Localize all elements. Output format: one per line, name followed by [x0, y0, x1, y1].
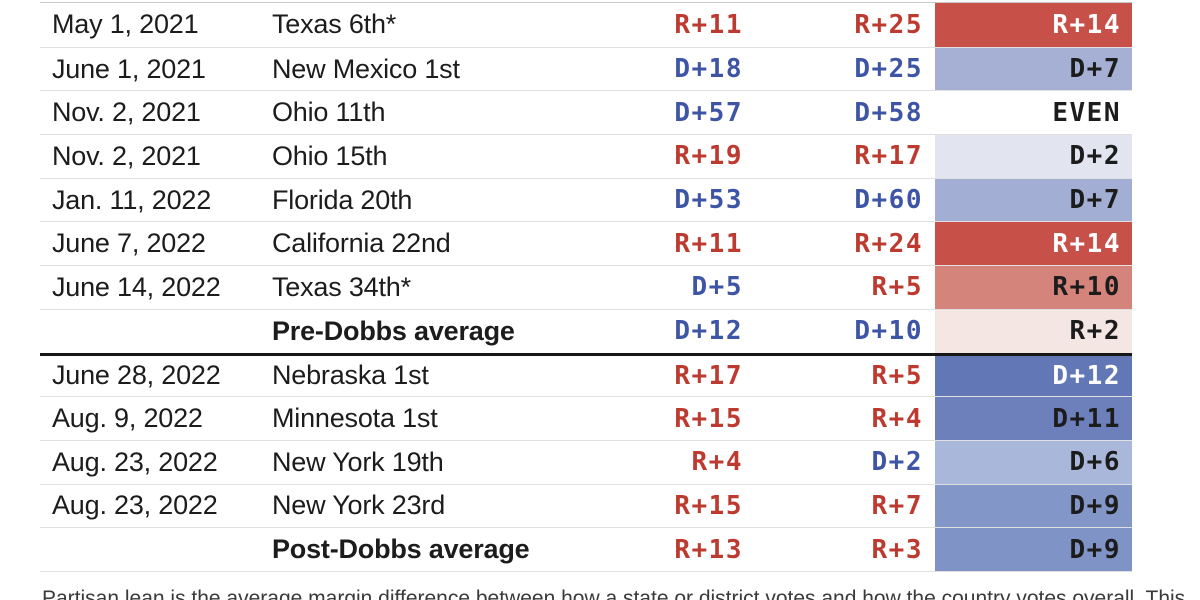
table-row: Nov. 2, 2021 Ohio 15th R+19 R+17 D+2 [40, 134, 1132, 178]
district-cell: Ohio 11th [272, 97, 386, 128]
margin1-cell: R+11 [674, 228, 743, 259]
column-gap [923, 178, 935, 222]
date-cell: Nov. 2, 2021 [52, 97, 201, 128]
district-cell: Ohio 15th [272, 140, 388, 171]
swing-cell: R+14 [935, 222, 1132, 266]
table-row: Post-Dobbs average R+13 R+3 D+9 [40, 527, 1132, 571]
margin1-cell: R+19 [674, 141, 743, 172]
date-cell [40, 310, 272, 353]
column-gap [923, 266, 935, 309]
footnote: Partisan lean is the average margin diff… [42, 587, 1186, 600]
margin2-cell: R+3 [871, 534, 923, 565]
date-cell: June 7, 2022 [52, 228, 206, 259]
margin1-cell: R+4 [691, 447, 743, 478]
margin1-cell: R+11 [674, 9, 743, 40]
swing-cell: R+14 [935, 3, 1132, 47]
column-gap [923, 528, 935, 571]
table-row: June 1, 2021 New Mexico 1st D+18 D+25 D+7 [40, 46, 1132, 91]
column-gap [923, 484, 935, 528]
table-row: Aug. 23, 2022 New York 19th R+4 D+2 D+6 [40, 439, 1132, 484]
district-cell: New York 23rd [272, 490, 446, 521]
column-gap [923, 135, 935, 178]
margin2-cell: D+60 [854, 185, 923, 216]
swing-cell: R+10 [935, 266, 1132, 309]
district-cell: Pre-Dobbs average [272, 315, 515, 346]
date-cell: Aug. 9, 2022 [52, 403, 203, 434]
district-cell: Texas 6th* [272, 9, 397, 40]
margin1-cell: D+18 [674, 54, 743, 85]
column-gap [923, 3, 935, 47]
column-gap [923, 309, 935, 353]
margin1-cell: R+13 [674, 534, 743, 565]
swing-cell: EVEN [935, 91, 1132, 135]
swing-cell: D+7 [935, 178, 1132, 222]
swing-cell: D+9 [935, 484, 1132, 528]
margin2-cell: R+7 [871, 490, 923, 521]
margin1-cell: D+53 [674, 185, 743, 216]
table-row: June 28, 2022 Nebraska 1st R+17 R+5 D+12 [40, 352, 1132, 397]
column-gap [923, 91, 935, 135]
district-cell: New York 19th [272, 446, 444, 477]
table-row: Jan. 11, 2022 Florida 20th D+53 D+60 D+7 [40, 177, 1132, 222]
date-cell: Nov. 2, 2021 [52, 140, 201, 171]
swing-cell: D+11 [935, 397, 1132, 440]
district-cell: Texas 34th* [272, 271, 411, 302]
table-row: May 1, 2021 Texas 6th* R+11 R+25 R+14 [40, 3, 1132, 47]
district-cell: California 22nd [272, 228, 451, 259]
table-row: June 14, 2022 Texas 34th* D+5 R+5 R+10 [40, 265, 1132, 309]
date-cell [40, 528, 272, 571]
margin2-cell: R+17 [854, 141, 923, 172]
date-cell: May 1, 2021 [52, 9, 199, 40]
swing-cell: D+7 [935, 47, 1132, 91]
date-cell: June 28, 2022 [52, 360, 221, 391]
swing-cell: D+2 [935, 135, 1132, 178]
column-gap [923, 355, 935, 397]
district-cell: Florida 20th [272, 184, 413, 215]
margin1-cell: D+57 [674, 97, 743, 128]
margin2-cell: R+25 [854, 9, 923, 40]
date-cell: Aug. 23, 2022 [52, 446, 218, 477]
column-gap [923, 222, 935, 266]
column-gap [923, 397, 935, 440]
results-table-body: May 1, 2021 Texas 6th* R+11 R+25 R+14 June 1,… [40, 3, 1132, 571]
margin2-cell: D+58 [854, 97, 923, 128]
margin2-cell: D+10 [854, 316, 923, 347]
margin2-cell: R+24 [854, 228, 923, 259]
district-cell: Minnesota 1st [272, 403, 438, 434]
margin1-cell: D+5 [691, 272, 743, 303]
margin2-cell: R+4 [871, 403, 923, 434]
swing-cell: D+12 [935, 355, 1132, 397]
table-row: Pre-Dobbs average D+12 D+10 R+2 [40, 308, 1132, 353]
table-row: Nov. 2, 2021 Ohio 11th D+57 D+58 EVEN [40, 90, 1132, 135]
table-row: June 7, 2022 California 22nd R+11 R+24 R+14 [40, 221, 1132, 266]
margin2-cell: D+2 [871, 447, 923, 478]
district-cell: Nebraska 1st [272, 360, 429, 391]
margin1-cell: R+17 [674, 360, 743, 391]
table-row: Aug. 23, 2022 New York 23rd R+15 R+7 D+9 [40, 483, 1132, 528]
district-cell: New Mexico 1st [272, 53, 460, 84]
table-row: Aug. 9, 2022 Minnesota 1st R+15 R+4 D+11 [40, 396, 1132, 440]
swing-cell: R+2 [935, 309, 1132, 353]
margin1-cell: R+15 [674, 403, 743, 434]
margin2-cell: R+5 [871, 360, 923, 391]
date-cell: Jan. 11, 2022 [52, 184, 212, 215]
swing-cell: D+9 [935, 528, 1132, 571]
date-cell: Aug. 23, 2022 [52, 490, 218, 521]
results-table: May 1, 2021 Texas 6th* R+11 R+25 R+14 June 1,… [40, 2, 1132, 572]
margin2-cell: R+5 [871, 272, 923, 303]
margin1-cell: R+15 [674, 490, 743, 521]
column-gap [923, 440, 935, 484]
date-cell: June 14, 2022 [52, 271, 221, 302]
swing-cell: D+6 [935, 440, 1132, 484]
date-cell: June 1, 2021 [52, 53, 206, 84]
margin2-cell: D+25 [854, 54, 923, 85]
district-cell: Post-Dobbs average [272, 534, 530, 565]
margin1-cell: D+12 [674, 316, 743, 347]
column-gap [923, 47, 935, 91]
